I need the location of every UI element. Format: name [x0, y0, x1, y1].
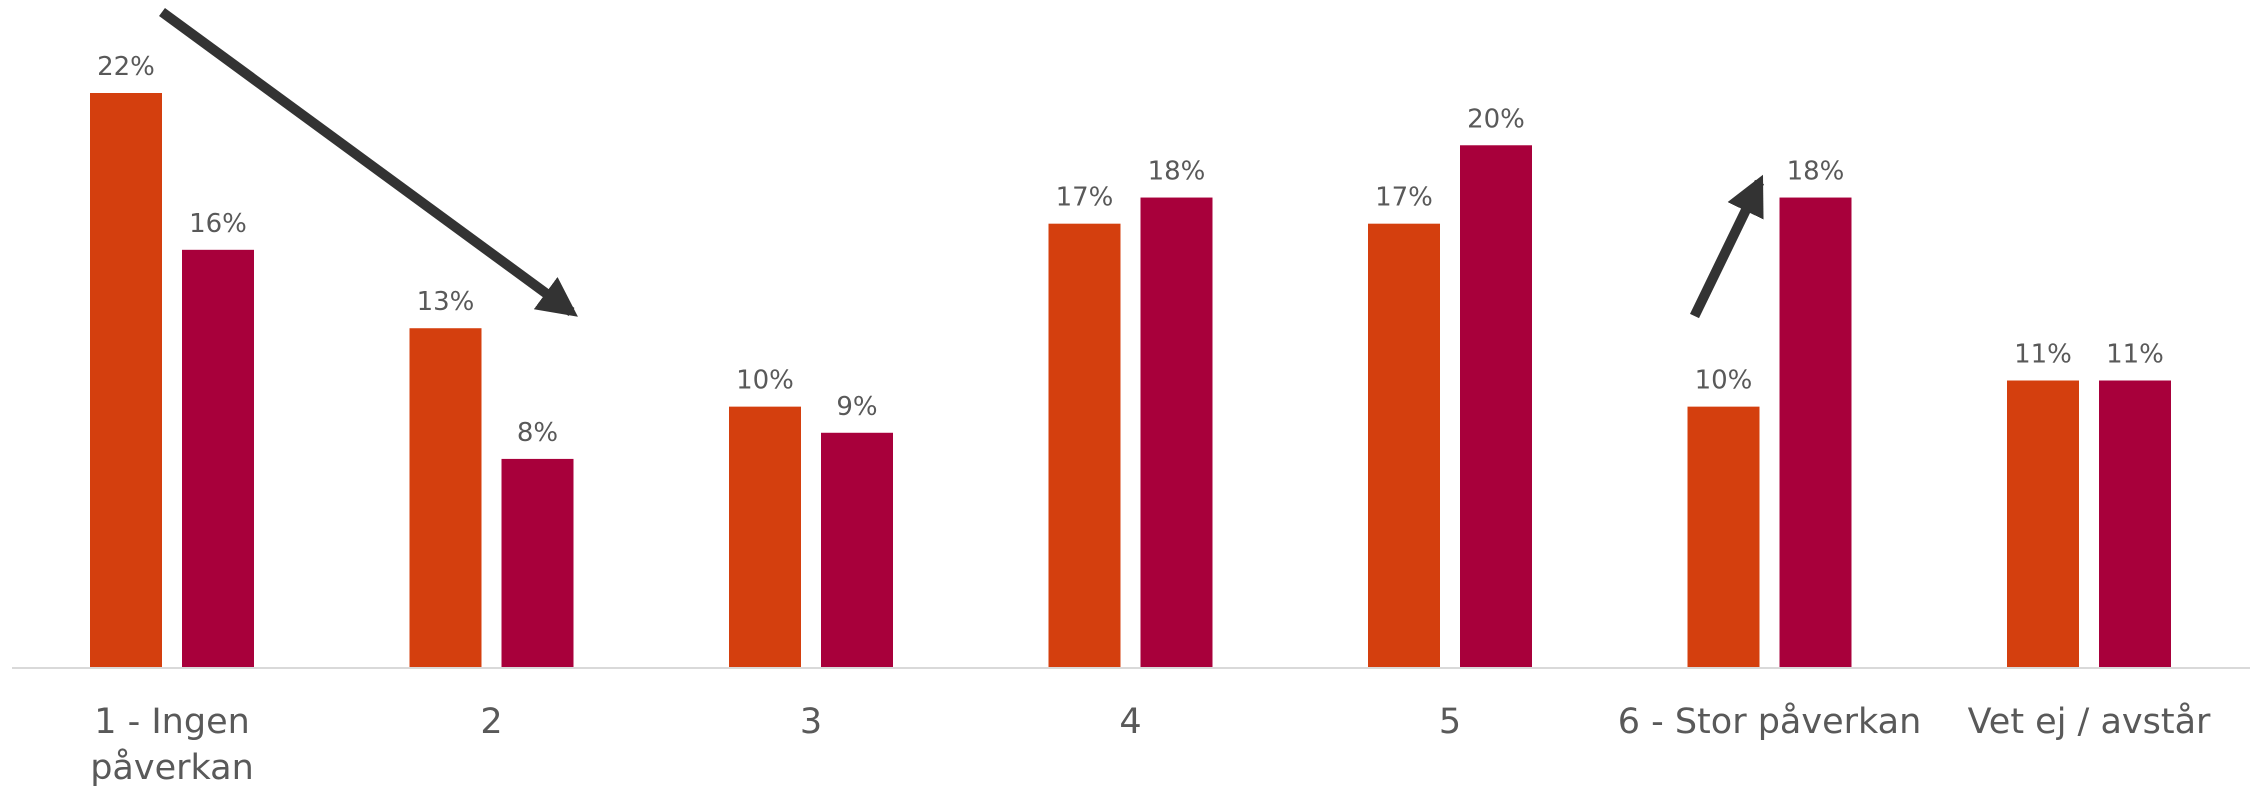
category-label-4: 4 [1119, 702, 1141, 742]
trend-arrow-up-icon [1690, 174, 1764, 319]
bars-group [90, 93, 2171, 669]
data-label-series1-cat1: 22% [97, 52, 155, 82]
category-label-2: 2 [480, 702, 502, 742]
data-label-series1-cat3: 10% [736, 366, 794, 396]
bar-series2-cat6 [1779, 197, 1852, 668]
data-label-series1-cat6: 10% [1695, 366, 1753, 396]
category-label-5: 5 [1439, 702, 1461, 742]
data-label-series2-cat2: 8% [517, 418, 558, 448]
data-label-series2-cat4: 18% [1148, 157, 1206, 187]
bar-series1-cat1 [90, 93, 162, 668]
data-label-series2-cat5: 20% [1467, 104, 1525, 134]
category-label-3: 3 [800, 702, 822, 742]
data-label-series1-cat4: 17% [1056, 183, 1114, 213]
bar-series1-cat6 [1687, 406, 1760, 668]
data-label-series1-cat5: 17% [1375, 183, 1433, 213]
bar-series2-cat7 [2099, 380, 2171, 668]
bar-series1-cat4 [1048, 223, 1121, 668]
bar-series2-cat5 [1460, 145, 1532, 669]
bar-series2-cat2 [501, 458, 574, 668]
data-label-series2-cat1: 16% [189, 209, 247, 239]
bar-series1-cat7 [2007, 380, 2079, 668]
category-label-7: Vet ej / avstår [1968, 701, 2211, 742]
bar-labels-group: 22% 16% 13% 8% 10% 9% 17% 18% 17% 20% 10% 18% 11% 11% [97, 52, 2164, 448]
bar-series1-cat5 [1368, 223, 1440, 668]
bar-series2-cat4 [1140, 197, 1213, 668]
category-label-1: 1 - Ingen påverkan [90, 702, 254, 788]
category-labels-group: 1 - Ingen påverkan 2 3 4 5 6 - Stor påverkan Ve… [90, 701, 2211, 788]
trend-arrow-down-icon [159, 7, 578, 317]
data-label-series2-cat6: 18% [1787, 157, 1845, 187]
bar-series1-cat2 [409, 328, 482, 668]
data-label-series1-cat2: 13% [417, 287, 475, 317]
bar-series2-cat3 [821, 432, 893, 668]
data-label-series2-cat7: 11% [2106, 340, 2164, 370]
annotations-group [159, 7, 1764, 319]
bar-series1-cat3 [729, 406, 801, 668]
bar-series2-cat1 [182, 249, 254, 668]
data-label-series1-cat7: 11% [2014, 340, 2072, 370]
data-label-series2-cat3: 9% [836, 392, 877, 422]
category-label-6: 6 - Stor påverkan [1618, 701, 1922, 742]
